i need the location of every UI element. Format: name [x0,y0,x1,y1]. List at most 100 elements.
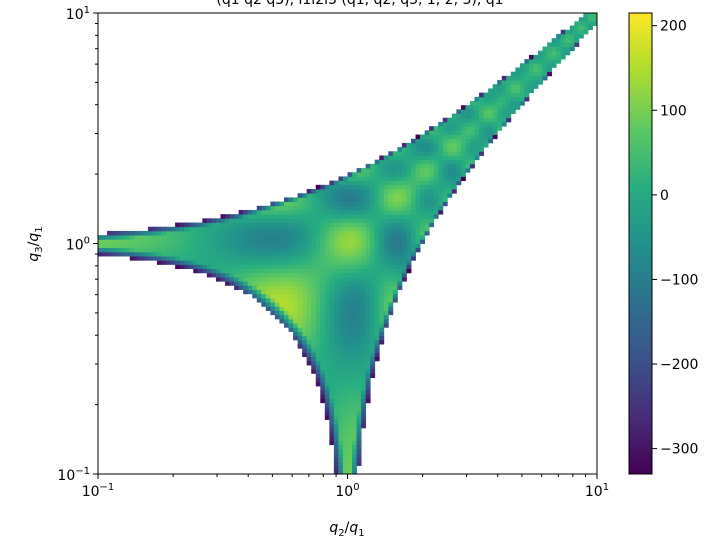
heatmap-cell [333,230,339,236]
heatmap-cell [329,235,335,240]
heatmap-cell [383,289,389,295]
heatmap-cell [329,398,335,404]
heatmap-cell [320,302,326,307]
heatmap-cell [166,226,171,232]
heatmap-cell [447,117,453,123]
heatmap-cell [438,159,444,165]
heatmap-cell [424,142,430,148]
heatmap-cell [528,63,534,68]
heatmap-cell [315,281,321,286]
heatmap-cell [415,201,421,207]
heatmap-cell [488,130,494,135]
heatmap-cell [302,331,308,337]
heatmap-cell [352,226,357,232]
heatmap-cell [283,243,289,249]
heatmap-cell [342,323,348,328]
heatmap-cell [342,277,348,282]
heatmap-cell [383,163,389,169]
heatmap-cell [347,285,353,290]
heatmap-cell [311,348,317,353]
heatmap-cell [374,251,380,257]
heatmap-cell [456,121,462,127]
heatmap-cell [383,184,389,190]
heatmap-cell [356,339,362,345]
heatmap-cell [270,293,276,299]
heatmap-cell [329,385,335,391]
heatmap-cell [374,348,380,353]
heatmap-cell [143,243,149,249]
heatmap-cell [447,189,453,194]
heatmap-cell [361,377,367,383]
chart-title: (q1 q2 q3), l1l2l3 (q1, q2, q3, 1, 2, 3)… [216,0,503,8]
heatmap-cell [279,310,285,316]
heatmap-cell [356,381,362,387]
heatmap-cell [347,302,353,307]
heatmap-cell [424,151,430,156]
heatmap-cell [361,419,367,425]
heatmap-cell [347,281,353,286]
heatmap-cell [324,369,330,374]
heatmap-cell [274,222,280,228]
heatmap-cell [392,272,398,278]
heatmap-cell [401,222,407,228]
heatmap-cell [129,256,135,261]
heatmap-cell [379,268,385,274]
heatmap-cell [138,235,144,240]
heatmap-cell [274,310,280,316]
heatmap-cell [374,268,380,274]
heatmap-cell [370,168,376,173]
heatmap-cell [324,251,330,257]
heatmap-cell [306,335,312,341]
heatmap-cell [415,172,421,177]
heatmap-cell [365,365,371,370]
heatmap-cell [361,189,367,194]
heatmap-cell [243,277,249,282]
heatmap-cell [329,365,335,370]
heatmap-cell [279,214,285,219]
heatmap-cell [247,260,253,265]
heatmap-cell [274,297,280,303]
heatmap-cell [383,159,389,165]
heatmap-cell [415,163,421,169]
heatmap-cell [433,201,439,207]
heatmap-cell [469,134,475,140]
heatmap-cell [565,29,571,35]
heatmap-cell [320,277,326,282]
heatmap-cell [347,239,353,244]
heatmap-cell [406,180,412,186]
heatmap-cell [333,277,339,282]
heatmap-cell [347,209,353,215]
heatmap-cell [256,277,262,282]
heatmap-cell [125,235,131,240]
heatmap-cell [283,247,289,253]
heatmap-cell [370,277,376,282]
heatmap-cell [388,222,394,228]
heatmap-cell [338,327,344,332]
heatmap-cell [175,243,181,249]
heatmap-cell [293,226,298,232]
heatmap-cell [179,256,185,261]
heatmap-cell [397,243,403,249]
heatmap-cell [356,365,362,370]
heatmap-cell [329,436,335,441]
heatmap-cell [333,189,339,194]
heatmap-cell [361,268,367,274]
heatmap-cell [333,419,339,425]
heatmap-cell [288,197,294,202]
heatmap-cell [356,222,362,228]
heatmap-cell [306,356,312,362]
heatmap-cell [293,318,298,324]
heatmap-cell [311,281,317,286]
heatmap-cell [283,323,289,328]
heatmap-cell [247,239,253,244]
heatmap-cell [356,398,362,404]
heatmap-cell [238,222,244,228]
heatmap-cell [479,117,484,123]
heatmap-cell [383,314,389,320]
heatmap-cell [356,256,362,261]
heatmap-cell [120,235,126,240]
heatmap-cell [302,339,308,345]
heatmap-cell [515,80,521,85]
heatmap-cell [247,218,253,223]
heatmap-cell [306,281,312,286]
